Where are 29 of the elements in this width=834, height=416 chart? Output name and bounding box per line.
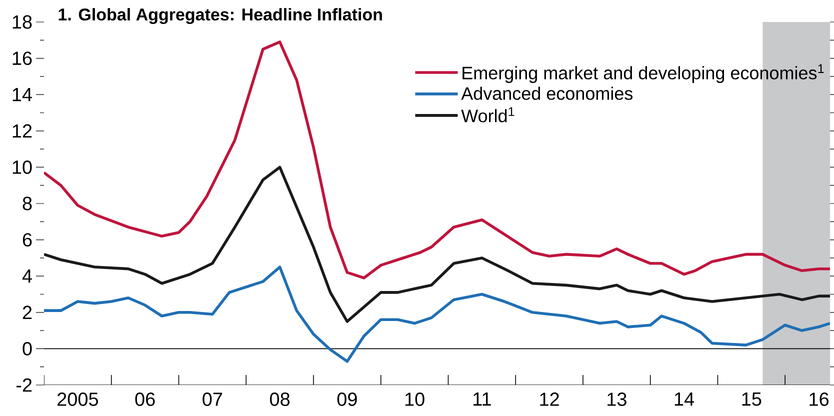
y-tick-label: 2 xyxy=(22,306,32,320)
y-tick-label: 10 xyxy=(12,160,32,174)
x-tick-label: 09 xyxy=(337,392,357,406)
y-tick-label: 12 xyxy=(12,124,32,138)
legend-label: World$^{1}$ xyxy=(461,107,514,122)
y-tick-label: 16 xyxy=(12,52,32,66)
x-tick-label: 14 xyxy=(674,392,694,406)
y-tick-label: 6 xyxy=(22,233,32,247)
x-tick-label: 10 xyxy=(405,392,424,406)
x-tick-label: 12 xyxy=(540,392,559,406)
y-tick-label: 0 xyxy=(22,342,32,356)
x-tick-label: 2005 xyxy=(58,392,98,406)
x-tick-label: 11 xyxy=(474,392,491,406)
x-tick-label: 13 xyxy=(608,392,626,406)
y-tick-label: 14 xyxy=(12,88,32,102)
y-tick-label: 4 xyxy=(22,270,32,283)
line-series xyxy=(44,166,830,323)
legend-label: Advanced economies xyxy=(461,86,633,100)
y-tick-label: 18 xyxy=(12,15,32,29)
chart-title: 1. Global Aggregates: Headline Inflation xyxy=(58,8,382,24)
x-tick-label: 06 xyxy=(135,392,155,406)
y-tick-label: 8 xyxy=(22,196,32,210)
x-tick-label: 15 xyxy=(742,392,762,406)
y-tick-label: -2 xyxy=(16,378,32,392)
x-tick-label: 08 xyxy=(270,392,290,406)
x-tick-label: 07 xyxy=(202,392,222,406)
legend-label: Emerging market and developing economies$^{1}$ xyxy=(462,64,824,83)
line-series xyxy=(44,40,830,280)
x-tick-label: 16 xyxy=(810,392,829,406)
